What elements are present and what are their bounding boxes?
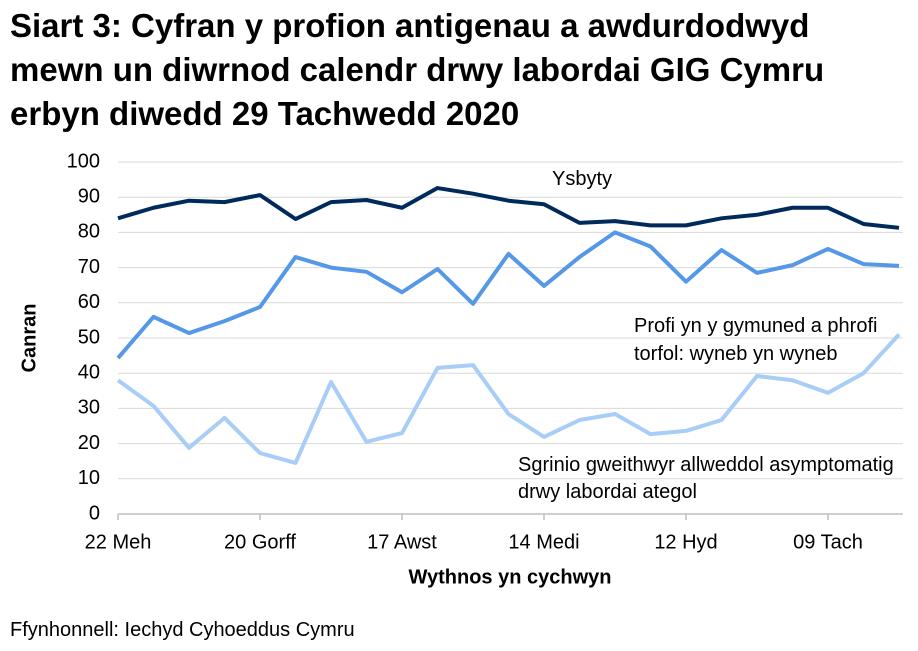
chart-title: Siart 3: Cyfran y profion antigenau a aw…: [10, 7, 825, 132]
x-tick-label: 09 Tach: [793, 531, 863, 553]
series-label: Sgrinio gweithwyr allweddol asymptomatig…: [518, 454, 894, 503]
y-tick-label: 30: [78, 397, 100, 419]
series-line: [117, 186, 900, 230]
y-tick-label: 70: [78, 256, 100, 278]
y-tick-label: 60: [78, 291, 100, 313]
x-tick-label: 17 Awst: [367, 531, 437, 553]
y-tick-label: 20: [78, 432, 100, 454]
y-tick-label: 80: [78, 221, 100, 243]
y-tick-label: 100: [67, 150, 100, 172]
y-axis-label: Canran: [18, 304, 40, 373]
series-line: [116, 230, 900, 360]
y-tick-label: 50: [78, 326, 100, 348]
source-note: Ffynhonnell: Iechyd Cyhoeddus Cymru: [10, 619, 355, 641]
y-tick-label: 10: [78, 467, 100, 489]
series-label: Ysbyty: [552, 168, 613, 190]
x-axis-label: Wythnos yn cychwyn: [408, 566, 611, 588]
series-line: [116, 333, 901, 465]
x-tick-label: 22 Meh: [85, 531, 152, 553]
x-tick-label: 20 Gorff: [224, 531, 296, 553]
x-tick-label: 12 Hyd: [654, 531, 717, 553]
y-tick-label: 0: [89, 502, 100, 524]
y-tick-label: 40: [78, 361, 100, 383]
series-label: Profi yn y gymuned a phrofi torfol: wyne…: [634, 315, 878, 365]
y-tick-label: 90: [78, 185, 100, 207]
x-tick-label: 14 Medi: [508, 531, 579, 553]
